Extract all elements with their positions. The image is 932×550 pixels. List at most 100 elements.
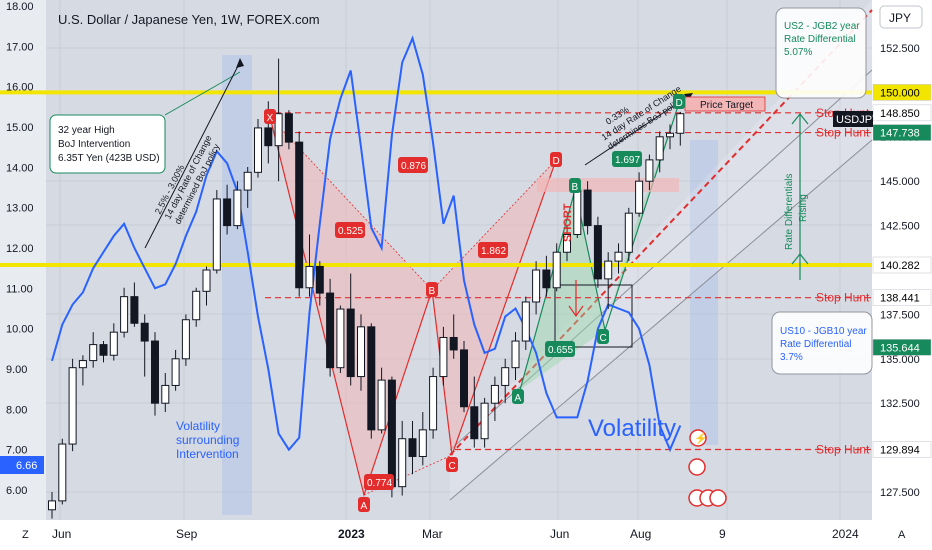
currency-button[interactable] <box>879 5 923 29</box>
pattern2-point-label: D <box>676 98 683 109</box>
candle <box>140 322 149 342</box>
pattern-point-label: C <box>449 461 456 472</box>
price-tag-label: 147.738 <box>880 128 920 140</box>
candle <box>202 269 211 292</box>
pattern2-point-label: C <box>600 333 607 344</box>
candle <box>243 171 252 191</box>
price-tag-label: 148.850 <box>880 108 920 120</box>
auto-scale-button[interactable]: A <box>898 529 906 541</box>
svg-text:Intervention: Intervention <box>176 447 239 461</box>
candle <box>480 402 489 440</box>
candle <box>120 296 129 333</box>
pattern2-ratio-badge <box>612 151 642 167</box>
candle <box>305 265 314 289</box>
price-tag <box>872 256 932 274</box>
volatility-small-label: Volatility surrounding Intervention <box>176 419 239 461</box>
price-tag <box>872 441 932 458</box>
price-tag <box>872 289 932 306</box>
time-axis-panel <box>0 520 932 550</box>
time-axis-label: Sep <box>176 527 198 541</box>
pattern-point-label: D <box>553 156 560 167</box>
time-axis-label: Aug <box>630 527 651 541</box>
volatility-big-label: Volatility <box>588 415 676 442</box>
time-axis-label: Mar <box>422 527 443 541</box>
pattern2-ratio-label: 0.655 <box>548 345 573 356</box>
stop-hunt-label: Stop Hunt <box>816 291 870 305</box>
candle <box>315 265 324 294</box>
us2-line-1: US2 - JGB2 year <box>784 21 860 32</box>
zoom-corner-button[interactable]: Z <box>22 529 29 541</box>
candle <box>109 331 118 356</box>
pattern-point-label: A <box>361 501 368 512</box>
us10-line-2: Rate Differential <box>780 339 852 350</box>
candle <box>284 113 293 143</box>
pattern-ratio-label: 0.876 <box>401 161 426 172</box>
pattern2-point-badge <box>673 94 685 109</box>
intervention-note: 32 year High BoJ Intervention 6.35T Yen … <box>49 71 241 174</box>
svg-text:SHORT: SHORT <box>562 203 574 242</box>
pattern-point-badge <box>426 282 438 297</box>
right-axis-tick: 137.500 <box>880 309 920 321</box>
right-axis-tags: 150.000 148.850 147.738 140.282 138.441 135.6… <box>872 84 932 458</box>
candle <box>254 127 262 173</box>
time-axis-label: Jun <box>52 527 71 541</box>
left-axis-tick: 16.00 <box>6 82 34 94</box>
left-axis-panel <box>0 0 46 520</box>
right-axis-tick: 135.000 <box>880 354 920 366</box>
candle <box>346 308 355 378</box>
candle <box>563 233 571 253</box>
pattern-point-label: X <box>267 113 274 124</box>
left-axis-tick: 10.00 <box>6 324 34 336</box>
right-axis-tick: 152.500 <box>880 43 920 55</box>
left-axis-tick: 11.00 <box>6 283 33 295</box>
symbol-label: USDJPY <box>836 114 880 126</box>
currency-label: JPY <box>889 11 911 25</box>
us2-line-3: 5.07% <box>784 47 812 58</box>
candle <box>624 212 633 253</box>
pattern2-ratio-badge <box>545 341 575 357</box>
candle <box>357 326 365 378</box>
left-axis-tick: 14.00 <box>6 162 34 174</box>
short-signal: SHORT <box>562 203 584 318</box>
price-tag-label: 135.644 <box>880 342 920 354</box>
stop-hunt-label: Stop Hunt <box>816 126 870 140</box>
candle <box>635 180 644 214</box>
lightning-icon <box>689 429 707 447</box>
right-axis-tick: 132.500 <box>880 398 920 410</box>
candle <box>573 189 582 235</box>
us10-jgb10-callout: US10 - JGB10 year Rate Differential 3.7% <box>771 311 873 375</box>
pattern-ratio-badge <box>478 242 508 258</box>
candle <box>233 189 242 227</box>
chart-title: U.S. Dollar / Japanese Yen, 1W, FOREX.co… <box>58 12 320 27</box>
pattern-ratio-label: 0.774 <box>367 478 392 489</box>
candle <box>593 225 602 280</box>
us2-jgb2-callout: US2 - JGB2 year Rate Differential 5.07% <box>775 7 867 99</box>
pattern2-point-badge <box>569 178 581 193</box>
candle <box>192 290 201 321</box>
rate-differentials-rising: Rate Differentials Rising <box>784 113 809 280</box>
candle <box>387 379 396 488</box>
symbol-tag <box>833 111 873 127</box>
note-line-3: 6.35T Yen (423B USD) <box>58 153 160 164</box>
candle <box>676 113 685 134</box>
pattern-point-badge <box>358 497 370 512</box>
svg-text:⚡: ⚡ <box>694 432 708 445</box>
intervention-shade <box>222 55 252 515</box>
left-axis-tick: 12.00 <box>6 243 34 255</box>
volatility-line <box>51 35 682 453</box>
svg-text:Volatility: Volatility <box>176 419 220 433</box>
left-axis: 18.00 17.00 16.00 15.00 14.00 13.00 12.00 11.00… <box>6 1 34 497</box>
candle <box>78 360 87 369</box>
candle <box>377 379 386 431</box>
us10-line-3: 3.7% <box>780 352 803 363</box>
pattern-ratio-label: 0.525 <box>338 226 363 237</box>
pattern2-ratio-label: 1.697 <box>615 155 640 166</box>
svg-text:surrounding: surrounding <box>176 433 239 447</box>
left-current-tag <box>0 456 44 474</box>
candle <box>223 198 232 227</box>
left-axis-tick: 9.00 <box>6 364 27 376</box>
candle <box>470 406 479 440</box>
candle <box>439 336 448 378</box>
left-axis-tick: 18.00 <box>6 1 34 13</box>
